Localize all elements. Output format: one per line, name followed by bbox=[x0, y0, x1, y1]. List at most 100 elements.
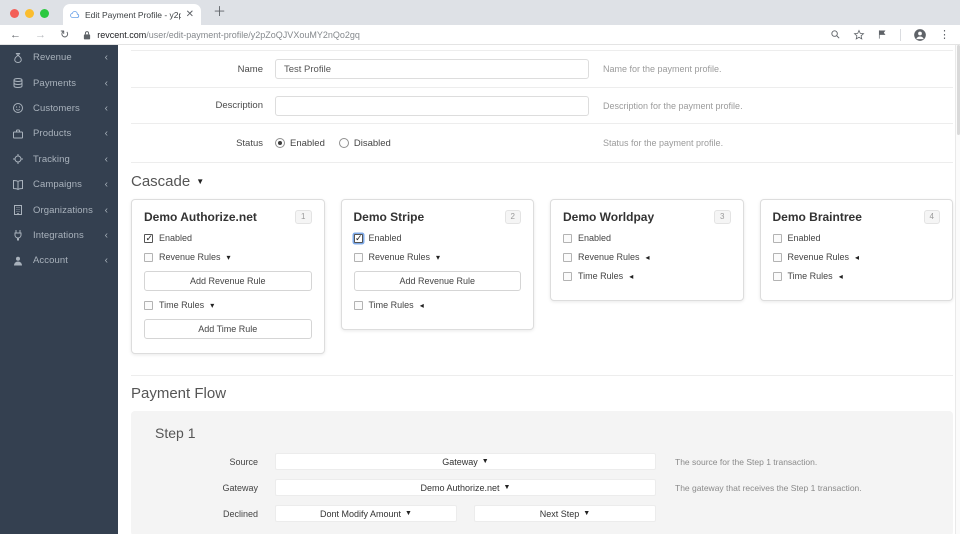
sidebar-item-account[interactable]: Account ‹ bbox=[0, 248, 118, 273]
status-enabled-radio[interactable]: Enabled bbox=[275, 138, 325, 149]
flag-icon[interactable] bbox=[877, 29, 888, 40]
revenue-rules-row[interactable]: Revenue Rules ◂ bbox=[563, 252, 731, 262]
add-revenue-rule-button[interactable]: Add Revenue Rule bbox=[144, 271, 312, 291]
checkbox-unchecked-icon[interactable] bbox=[772, 233, 782, 243]
declined-next-step-dropdown[interactable]: Next Step ▼ bbox=[474, 505, 656, 522]
bookmark-star-icon[interactable] bbox=[853, 29, 865, 41]
revenue-rules-row[interactable]: Revenue Rules ▾ bbox=[144, 252, 312, 262]
declined-amount-dropdown-value: Dont Modify Amount bbox=[320, 508, 402, 519]
building-icon bbox=[12, 204, 24, 216]
time-rules-label: Time Rules bbox=[578, 271, 624, 281]
checkbox-unchecked-icon[interactable] bbox=[772, 252, 782, 262]
sidebar: Revenue ‹ Payments ‹ Customers ‹ Product… bbox=[0, 45, 118, 534]
revenue-rules-row[interactable]: Revenue Rules ◂ bbox=[772, 252, 941, 262]
checkbox-unchecked-icon[interactable] bbox=[563, 233, 572, 243]
gateway-card-worldpay: Demo Worldpay 3 Enabled Revenue Rules ◂ bbox=[550, 199, 744, 301]
time-rules-row[interactable]: Time Rules ◂ bbox=[772, 271, 941, 281]
sidebar-item-campaigns[interactable]: Campaigns ‹ bbox=[0, 172, 118, 197]
enabled-checkbox-row[interactable]: Enabled bbox=[563, 233, 731, 243]
card-order-badge: 3 bbox=[714, 210, 731, 224]
new-tab-icon[interactable]: ＋ bbox=[213, 4, 227, 19]
page-scrollbar[interactable] bbox=[955, 45, 960, 534]
reload-icon[interactable]: ↻ bbox=[60, 29, 70, 41]
enabled-checkbox-row[interactable]: Enabled bbox=[144, 233, 312, 244]
time-rules-label: Time Rules bbox=[368, 300, 414, 310]
time-rules-label: Time Rules bbox=[787, 271, 833, 281]
card-order-badge: 4 bbox=[923, 210, 940, 224]
time-rules-row[interactable]: Time Rules ◂ bbox=[563, 271, 731, 281]
source-help-text: The source for the Step 1 transaction. bbox=[675, 456, 818, 467]
sidebar-item-payments[interactable]: Payments ‹ bbox=[0, 70, 118, 95]
checkbox-checked-icon[interactable] bbox=[144, 233, 153, 244]
gateway-help-text: The gateway that receives the Step 1 tra… bbox=[675, 482, 862, 493]
add-revenue-rule-button[interactable]: Add Revenue Rule bbox=[353, 271, 521, 291]
enabled-checkbox-row[interactable]: Enabled bbox=[353, 233, 522, 244]
caret-left-icon: ◂ bbox=[419, 300, 424, 310]
menu-dots-icon[interactable]: ⋮ bbox=[939, 29, 950, 41]
chevron-left-icon: ‹ bbox=[104, 128, 108, 140]
enabled-checkbox-row[interactable]: Enabled bbox=[772, 233, 941, 243]
checkbox-unchecked-icon[interactable] bbox=[144, 252, 153, 262]
window-controls[interactable] bbox=[10, 9, 49, 18]
payment-flow-title: Payment Flow bbox=[131, 385, 227, 402]
revenue-rules-label: Revenue Rules bbox=[578, 252, 640, 262]
revenue-rules-label: Revenue Rules bbox=[368, 252, 431, 262]
name-label: Name bbox=[237, 63, 263, 75]
profile-avatar-icon[interactable] bbox=[913, 28, 927, 42]
sidebar-item-customers[interactable]: Customers ‹ bbox=[0, 96, 118, 121]
address-bar-actions: ⋮ bbox=[830, 28, 950, 42]
gateway-dropdown[interactable]: Demo Authorize.net ▼ bbox=[275, 479, 656, 496]
radio-unselected-icon bbox=[338, 138, 349, 148]
checkbox-unchecked-icon[interactable] bbox=[772, 271, 782, 281]
status-disabled-radio[interactable]: Disabled bbox=[338, 138, 391, 149]
sidebar-item-label: Payments bbox=[33, 77, 77, 89]
declined-amount-dropdown[interactable]: Dont Modify Amount ▼ bbox=[275, 505, 457, 522]
scrollbar-thumb[interactable] bbox=[957, 45, 960, 135]
checkbox-checked-focused-icon[interactable] bbox=[353, 233, 363, 244]
time-rules-row[interactable]: Time Rules ◂ bbox=[353, 300, 522, 310]
checkbox-unchecked-icon[interactable] bbox=[353, 252, 363, 262]
sidebar-item-tracking[interactable]: Tracking ‹ bbox=[0, 147, 118, 172]
book-icon bbox=[12, 179, 24, 191]
url-domain: revcent.com bbox=[97, 29, 147, 40]
sidebar-item-integrations[interactable]: Integrations ‹ bbox=[0, 223, 118, 248]
coins-icon bbox=[12, 77, 24, 89]
caret-down-icon: ▼ bbox=[503, 484, 511, 491]
checkbox-unchecked-icon[interactable] bbox=[144, 300, 153, 310]
card-title: Demo Stripe bbox=[353, 210, 425, 224]
name-help-text: Name for the payment profile. bbox=[603, 64, 722, 74]
forward-icon[interactable]: → bbox=[35, 28, 46, 41]
back-icon[interactable]: ← bbox=[10, 28, 21, 41]
time-rules-row[interactable]: Time Rules ▾ bbox=[144, 300, 312, 310]
sidebar-item-organizations[interactable]: Organizations ‹ bbox=[0, 197, 118, 222]
chevron-left-icon: ‹ bbox=[104, 153, 108, 165]
tab-close-icon[interactable]: ✕ bbox=[185, 8, 194, 20]
checkbox-unchecked-icon[interactable] bbox=[563, 271, 572, 281]
caret-left-icon: ◂ bbox=[645, 252, 650, 262]
source-dropdown[interactable]: Gateway ▼ bbox=[275, 453, 656, 470]
add-time-rule-button[interactable]: Add Time Rule bbox=[144, 319, 312, 339]
revenue-rules-row[interactable]: Revenue Rules ▾ bbox=[353, 252, 522, 262]
cascade-section-header[interactable]: Cascade ▼ bbox=[131, 173, 953, 190]
zoom-icon[interactable] bbox=[830, 29, 841, 40]
checkbox-unchecked-icon[interactable] bbox=[353, 300, 363, 310]
sidebar-item-products[interactable]: Products ‹ bbox=[0, 121, 118, 146]
maximize-window-icon[interactable] bbox=[40, 9, 49, 18]
close-window-icon[interactable] bbox=[10, 9, 19, 18]
gateway-card-stripe: Demo Stripe 2 Enabled Revenue Rules ▾ Ad… bbox=[340, 199, 534, 330]
url-field[interactable]: revcent.com/user/edit-payment-profile/y2… bbox=[83, 30, 820, 40]
status-label: Status bbox=[236, 137, 263, 149]
sidebar-item-revenue[interactable]: Revenue ‹ bbox=[0, 45, 118, 70]
sidebar-item-label: Integrations bbox=[33, 229, 84, 241]
checkbox-unchecked-icon[interactable] bbox=[563, 252, 572, 262]
minimize-window-icon[interactable] bbox=[25, 9, 34, 18]
card-order-badge: 1 bbox=[295, 210, 312, 224]
chevron-left-icon: ‹ bbox=[104, 229, 108, 241]
description-input[interactable] bbox=[275, 95, 589, 116]
browser-tab[interactable]: Edit Payment Profile - y2pZoQ ✕ bbox=[63, 4, 201, 25]
caret-left-icon: ◂ bbox=[629, 271, 634, 281]
source-dropdown-value: Gateway bbox=[442, 456, 478, 467]
cascade-title: Cascade bbox=[131, 173, 191, 190]
name-input[interactable] bbox=[275, 59, 589, 80]
